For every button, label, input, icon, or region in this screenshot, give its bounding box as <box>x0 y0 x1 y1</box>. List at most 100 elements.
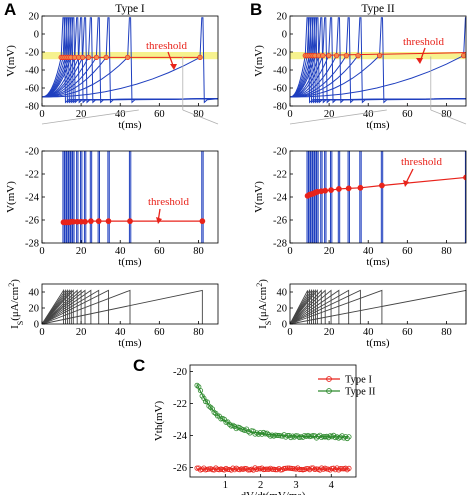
b-mid-threshold-point <box>322 187 329 194</box>
b-bot-y-axis-label-sub: S <box>264 321 273 325</box>
c-y-axis-label: Vth(mV) <box>153 401 165 442</box>
b-mid-threshold-point <box>357 184 364 191</box>
c-y-tick-label: -20 <box>173 367 187 378</box>
c-series-point <box>259 431 265 437</box>
a-mid-threshold-point <box>82 218 88 225</box>
c-series-point <box>308 465 314 471</box>
a-top-x-axis-label: t(ms) <box>118 119 142 131</box>
c-series-point <box>225 466 231 473</box>
b-bot-current-ramp <box>289 289 383 325</box>
b-top-axes: 0 20 40 60 80 20 0 -20 -40 -60 -80 t(ms) <box>273 12 467 131</box>
a-bot-current-ramp <box>41 289 70 325</box>
b-bot-x-tick-label: 0 <box>287 327 292 338</box>
b-top-threshold-marker <box>326 52 332 59</box>
b-mid-threshold-point <box>463 174 466 181</box>
c-series-point <box>216 413 222 419</box>
a-zoom-guide-left <box>41 109 139 125</box>
b-bot-y-tick-label: 20 <box>277 304 288 315</box>
b-top-y-tick-label: -80 <box>273 102 287 113</box>
a-mid-x-axis-label: t(ms) <box>118 256 142 268</box>
a-bot-current-ramp <box>41 289 68 325</box>
a-bot-current-ramp <box>41 289 131 325</box>
a-top-voltage-trace <box>42 17 218 104</box>
c-y-tick-label: -26 <box>173 463 187 474</box>
a-mid-y-tick-label: -26 <box>25 216 39 227</box>
b-top-y-tick-label: 0 <box>282 30 287 41</box>
a-top-y-tick-label: -80 <box>25 102 39 113</box>
b-top-voltage-trace <box>290 17 466 104</box>
c-x-tick-label: 1 <box>223 480 228 491</box>
a-top-axes: 0 20 40 60 80 20 0 -20 -40 -60 -80 t(ms) <box>25 12 219 131</box>
b-bot-y-tick-label: 0 <box>282 320 287 331</box>
c-series-point <box>325 434 332 441</box>
c-plot <box>194 382 352 473</box>
b-bot-frame <box>289 283 467 325</box>
b-bot-y-axis-label-rest: (μA/cm <box>257 286 269 320</box>
c-series-point <box>242 465 248 472</box>
a-bot-y-axis-label: IS(μA/cm2) <box>7 279 25 329</box>
a-bot-x-tick-label: 40 <box>115 327 126 338</box>
c-legend-label: Type I <box>345 375 372 386</box>
a-top-x-tick-label: 0 <box>39 109 44 120</box>
a-bot-current-ramp <box>41 289 82 325</box>
c-series-point <box>255 466 262 472</box>
a-mid-threshold-point <box>127 218 133 225</box>
b-bot-plot <box>289 288 467 325</box>
a-bot-current-ramp <box>41 288 66 325</box>
b-mid-x-axis-label: t(ms) <box>366 256 390 268</box>
b-bot-current-ramp <box>289 289 318 325</box>
a-top-y-tick-label: -40 <box>25 66 39 77</box>
a-top-threshold-band <box>42 52 218 60</box>
a-bot-x-tick-label: 80 <box>193 327 204 338</box>
c-y-tick-label: -22 <box>173 399 187 410</box>
a-mid-x-tick-label: 60 <box>154 246 165 257</box>
c-series-point <box>303 466 309 472</box>
b-top-voltage-trace <box>290 17 466 104</box>
c-series-line <box>196 383 349 438</box>
b-mid-x-tick-label: 0 <box>287 246 292 257</box>
b-bot-current-ramp <box>289 289 332 325</box>
panel-letter-a: A <box>4 0 17 19</box>
a-bot-current-ramp <box>41 289 92 325</box>
a-bot-y-axis-label-sub: S <box>16 321 25 325</box>
a-mid-x-tick-label: 80 <box>193 246 204 257</box>
panel-letter-c: C <box>133 356 146 375</box>
b-mid-threshold-point <box>345 185 352 192</box>
a-top-threshold-marker <box>80 54 86 61</box>
a-mid-threshold-arrowhead <box>156 217 162 224</box>
c-series-point <box>272 467 279 473</box>
b-top-voltage-trace <box>290 17 466 100</box>
a-bot-y-axis-label-close: ) <box>9 279 21 283</box>
b-top-threshold-label: threshold <box>403 36 444 48</box>
b-top-y-axis-label: V(mV) <box>253 45 265 77</box>
c-series-point <box>296 466 303 473</box>
a-bot-y-axis-label-sup: 2 <box>7 283 16 287</box>
b-top-threshold-marker <box>355 52 361 59</box>
a-mid-y-tick-label: -28 <box>25 239 39 250</box>
a-top-y-tick-label: 20 <box>29 12 40 23</box>
c-series-point <box>300 434 306 440</box>
b-top-y-tick-label: -40 <box>273 66 287 77</box>
c-series-point <box>344 435 350 442</box>
b-bot-current-ramp <box>289 290 309 325</box>
b-bot-current-ramp <box>289 289 340 325</box>
b-zoom-guide-right <box>430 109 467 125</box>
c-series-point <box>291 466 297 472</box>
b-bot-current-ramp <box>289 289 326 325</box>
a-bot-current-ramp <box>41 289 74 325</box>
c-series-point <box>245 467 251 473</box>
b-top-plot <box>290 17 466 104</box>
b-mid-threshold-arrowhead <box>403 180 409 187</box>
a-mid-threshold-point <box>105 218 112 225</box>
a-top-y-tick-label: -20 <box>25 48 39 59</box>
a-bot-y-axis-label-main: I <box>9 325 21 329</box>
a-bot-x-tick-label: 60 <box>154 327 165 338</box>
a-bot-y-tick-label: 40 <box>29 288 40 299</box>
a-bot-frame <box>41 283 219 325</box>
b-mid-y-tick-label: -22 <box>273 170 287 181</box>
a-top-frame <box>41 15 219 107</box>
c-series-point <box>214 413 221 419</box>
c-series-point <box>339 466 345 472</box>
a-bot-plot <box>41 288 203 325</box>
